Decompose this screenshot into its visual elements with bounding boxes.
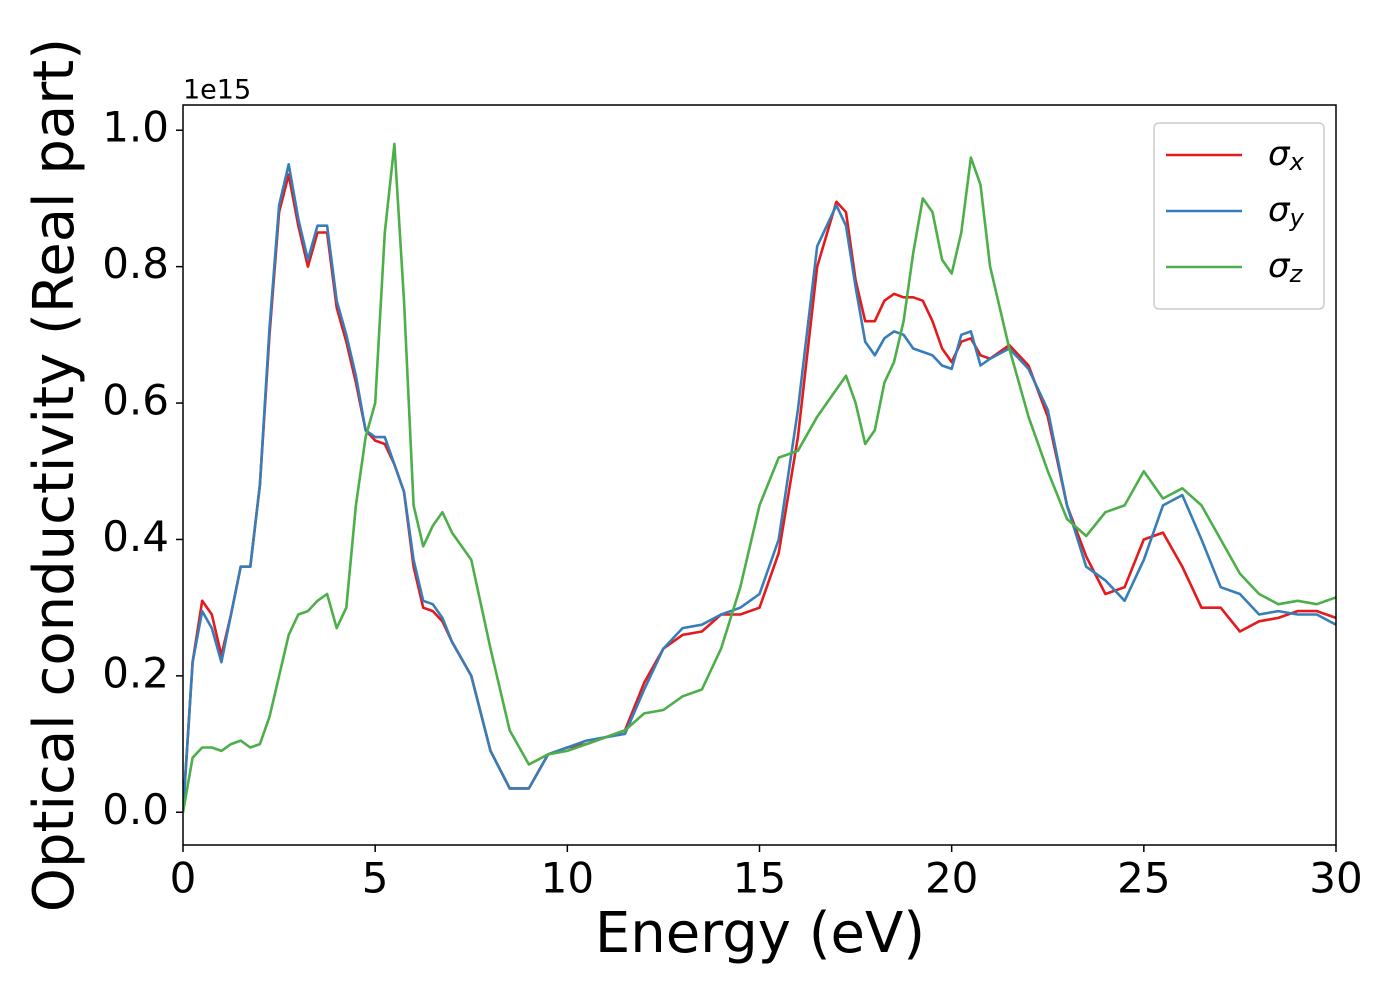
legend-label: σy <box>1268 190 1305 233</box>
x-tick-label: 25 <box>1117 854 1170 903</box>
x-tick-label: 15 <box>733 854 786 903</box>
y-tick-label: 0.2 <box>102 648 169 697</box>
legend-label: σx <box>1268 134 1305 177</box>
series-line <box>183 142 1336 813</box>
x-tick-label: 30 <box>1309 854 1362 903</box>
plot-frame <box>182 104 1337 846</box>
legend-box <box>1153 122 1325 310</box>
y-axis-label: Optical conductivity (Real part) <box>22 38 87 912</box>
x-tick-label: 5 <box>362 854 389 903</box>
x-tick-label: 20 <box>925 854 978 903</box>
legend-label: σz <box>1268 246 1304 289</box>
y-offset-label: 1e15 <box>183 75 251 106</box>
legend: σx σy σz <box>1153 122 1325 310</box>
y-tick-label: 0.8 <box>102 239 169 288</box>
x-tick-label: 10 <box>541 854 594 903</box>
x-tick-label: 0 <box>170 854 197 903</box>
y-tick-label: 1.0 <box>102 103 169 152</box>
y-tick-label: 0.6 <box>102 376 169 425</box>
y-tick-label: 0.4 <box>102 512 169 561</box>
x-axis-label: Energy (eV) <box>595 901 925 966</box>
y-tick-label: 0.0 <box>102 785 169 834</box>
